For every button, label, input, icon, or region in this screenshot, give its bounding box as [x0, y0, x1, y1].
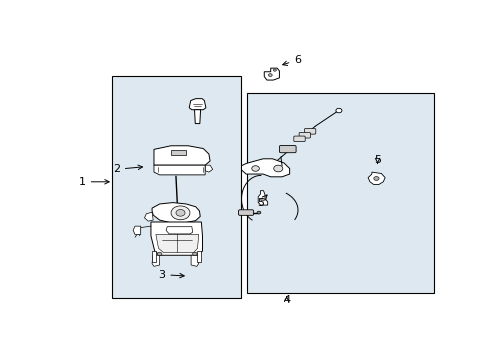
Polygon shape [156, 234, 198, 252]
Polygon shape [144, 212, 153, 221]
Bar [246, 93, 433, 293]
FancyBboxPatch shape [293, 136, 305, 141]
Polygon shape [152, 203, 200, 223]
Polygon shape [133, 226, 141, 234]
Circle shape [273, 165, 282, 172]
Circle shape [335, 108, 341, 113]
Text: 6: 6 [282, 55, 301, 66]
Text: 4: 4 [283, 295, 289, 305]
Circle shape [192, 252, 197, 256]
Polygon shape [196, 251, 200, 262]
FancyBboxPatch shape [299, 132, 310, 138]
FancyBboxPatch shape [238, 210, 253, 215]
Polygon shape [152, 251, 156, 262]
Polygon shape [189, 99, 205, 110]
Text: 5: 5 [256, 195, 266, 208]
Circle shape [373, 176, 378, 180]
Text: 3: 3 [158, 270, 184, 280]
Polygon shape [241, 159, 289, 177]
Circle shape [251, 166, 259, 171]
Polygon shape [154, 165, 205, 175]
Polygon shape [205, 165, 212, 172]
Circle shape [257, 211, 260, 214]
Circle shape [157, 252, 162, 256]
Text: 5: 5 [373, 156, 380, 166]
FancyBboxPatch shape [304, 129, 315, 134]
Polygon shape [154, 146, 210, 165]
FancyBboxPatch shape [279, 145, 296, 153]
Circle shape [268, 74, 272, 76]
Polygon shape [152, 255, 159, 266]
Polygon shape [151, 222, 202, 255]
Circle shape [260, 198, 264, 201]
Circle shape [273, 69, 276, 71]
Polygon shape [258, 191, 267, 205]
Polygon shape [166, 227, 192, 234]
Polygon shape [191, 255, 198, 266]
Polygon shape [171, 150, 186, 156]
Polygon shape [194, 110, 200, 123]
Circle shape [176, 210, 184, 216]
Circle shape [171, 206, 189, 220]
Text: 2: 2 [113, 164, 142, 174]
Polygon shape [264, 68, 279, 80]
Bar [112, 76, 241, 298]
Polygon shape [367, 172, 385, 185]
Text: 1: 1 [79, 177, 109, 187]
